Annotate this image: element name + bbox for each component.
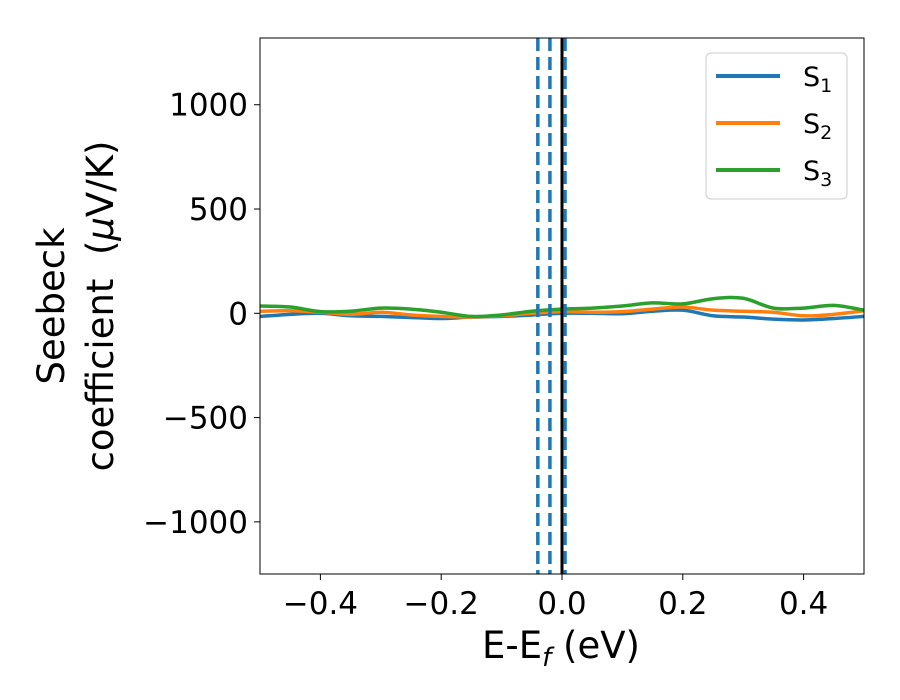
y-axis-label-line2: coefficient (μV/K) (79, 141, 122, 472)
x-axis-label-main: E-E (482, 624, 542, 667)
y-axis-label-prefix: coefficient ( (79, 241, 122, 472)
legend-label-s2: S2 (803, 109, 832, 144)
legend: S1 S2 S3 (705, 52, 848, 200)
y-axis-label-line1-text: Seebeck (30, 227, 73, 385)
legend-label-s3: S3 (803, 156, 832, 191)
x-tick-label: −0.2 (404, 586, 479, 622)
x-tick-label: 0.0 (537, 586, 586, 622)
y-axis-label-line1: Seebeck (30, 227, 73, 385)
x-tick-label: 0.4 (779, 586, 828, 622)
x-axis-label: E-Ef (eV) (482, 624, 640, 673)
x-tick-label: 0.2 (658, 586, 707, 622)
legend-box (705, 52, 848, 200)
x-ticks: −0.4 −0.2 0.0 0.2 0.4 (283, 574, 828, 622)
y-ticks: −1000 −500 0 500 1000 (143, 88, 260, 541)
x-axis-label-unit: (eV) (551, 624, 640, 667)
x-tick-label: −0.4 (283, 586, 358, 622)
y-tick-label: 500 (189, 192, 248, 228)
vertical-lines (536, 38, 567, 574)
y-tick-label: 1000 (169, 88, 248, 124)
y-tick-label: 0 (228, 296, 248, 332)
y-tick-label: −1000 (143, 505, 248, 541)
y-axis-label-mu: μ (79, 217, 122, 242)
y-tick-label: −500 (163, 401, 248, 437)
y-axis-label-suffix: V/K) (79, 141, 122, 217)
legend-label-s1: S1 (803, 62, 832, 97)
